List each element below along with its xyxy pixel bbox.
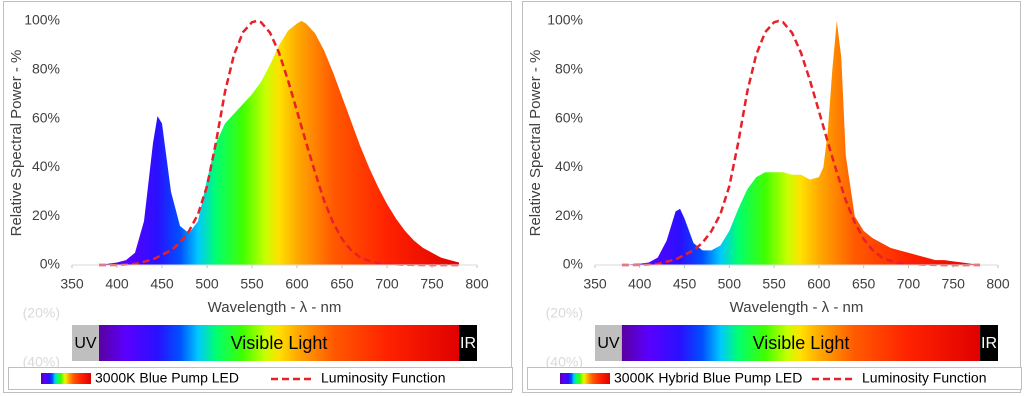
y-tick-label: (40%) [546,353,583,369]
band-label: Visible Light [231,333,328,353]
legend-label: 3000K Hybrid Blue Pump LED [614,370,802,386]
band-label: UV [597,335,620,352]
x-tick-label: 750 [420,276,444,292]
band [72,325,99,361]
chart: (40%) (20%) 0% 20% 40% 60% 80% 100% 350 400 450 500… [527,12,1022,390]
y-axis-title: Relative Spectral Power - % [8,50,25,237]
y-tick-label: (20%) [23,305,60,321]
band-label: Visible Light [753,333,850,353]
x-tick-label: 500 [195,276,219,292]
legend-label: 3000K Blue Pump LED [95,370,239,386]
y-tick-label: 20% [32,207,60,223]
band-label: UV [74,335,97,352]
x-tick-label: 450 [673,276,697,292]
x-tick-label: 500 [718,276,742,292]
y-tick-label: 80% [32,61,60,77]
y-tick-label: 20% [555,207,583,223]
legend-box [527,367,1022,390]
x-tick-label: 350 [60,276,84,292]
spectrum-area [99,21,459,265]
chart: (40%) (20%) 0% 20% 40% 60% 80% 100% 350 400 450 500… [8,12,513,390]
y-tick-label: (40%) [23,353,60,369]
y-tick-label: 40% [32,158,60,174]
band [595,325,622,361]
y-tick-label: 60% [555,109,583,125]
spectrum-area [621,21,981,265]
x-tick-label: 650 [852,276,876,292]
y-tick-label: 0% [563,256,583,272]
x-tick-label: 600 [285,276,309,292]
x-tick-label: 400 [105,276,129,292]
x-tick-label: 650 [330,276,354,292]
x-tick-label: 550 [240,276,264,292]
x-tick-label: 800 [465,276,489,292]
y-tick-label: 0% [40,256,60,272]
legend-label: Luminosity Function [321,370,446,386]
legend-label: Luminosity Function [862,370,987,386]
x-tick-label: 350 [583,276,607,292]
x-tick-label: 400 [628,276,652,292]
band [980,325,998,361]
legend-box [8,367,513,390]
legend-swatch [41,373,91,384]
y-tick-label: (20%) [546,305,583,321]
x-tick-label: 800 [986,276,1010,292]
x-tick-label: 700 [897,276,921,292]
band-label: IR [460,335,476,352]
y-tick-label: 100% [24,12,60,28]
legend-swatch [560,373,610,384]
y-tick-label: 80% [555,61,583,77]
luminosity-line [98,19,459,267]
band [99,325,459,361]
x-tick-label: 600 [807,276,831,292]
x-tick-label: 450 [150,276,174,292]
y-axis-title: Relative Spectral Power - % [527,50,544,237]
y-tick-label: 100% [547,12,583,28]
x-axis-title: Wavelength - λ - nm [730,299,864,316]
x-tick-label: 750 [942,276,966,292]
x-axis-title: Wavelength - λ - nm [208,299,342,316]
band [459,325,477,361]
band-label: IR [981,335,997,352]
band [621,325,981,361]
y-tick-label: 40% [555,158,583,174]
luminosity-line [621,19,981,267]
x-tick-label: 700 [375,276,399,292]
x-tick-label: 550 [762,276,786,292]
y-tick-label: 60% [32,109,60,125]
